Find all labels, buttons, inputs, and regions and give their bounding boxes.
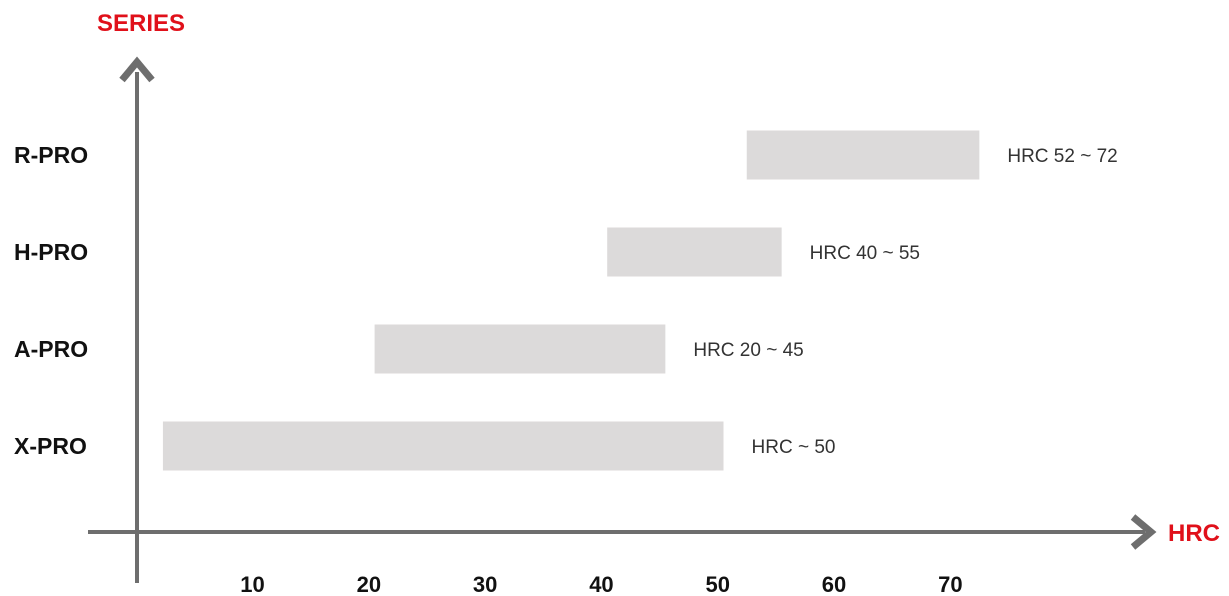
range-bar-x-pro: [162, 421, 724, 471]
category-label-x-pro: X-PRO: [14, 433, 87, 459]
range-label-a-pro: HRC 20 ~ 45: [693, 340, 803, 361]
range-bar-h-pro: [607, 227, 782, 277]
x-tick-label-20: 20: [357, 572, 381, 596]
labels-layer: R-PRO HRC 52 ~ 72 H-PRO HRC 40 ~ 55 A-PRO HRC…: [14, 142, 1118, 459]
x-tick-label-50: 50: [706, 572, 730, 596]
y-axis-title: SERIES: [97, 10, 185, 37]
range-label-x-pro: HRC ~ 50: [752, 437, 836, 458]
category-label-r-pro: R-PRO: [14, 142, 88, 168]
range-label-r-pro: HRC 52 ~ 72: [1007, 146, 1117, 167]
ticks-layer: 10 20 30 40 50 60 70: [240, 572, 962, 596]
x-axis-title: HRC: [1168, 520, 1220, 547]
x-axis-arrow-icon: [1130, 514, 1157, 550]
x-tick-label-60: 60: [822, 572, 846, 596]
bars-layer: [162, 130, 980, 471]
y-axis-arrow-icon: [119, 56, 155, 83]
x-tick-label-30: 30: [473, 572, 497, 596]
x-tick-label-40: 40: [589, 572, 613, 596]
x-tick-label-10: 10: [240, 572, 264, 596]
x-tick-label-70: 70: [938, 572, 962, 596]
category-label-h-pro: H-PRO: [14, 239, 88, 265]
range-label-h-pro: HRC 40 ~ 55: [810, 243, 920, 264]
category-label-a-pro: A-PRO: [14, 336, 88, 362]
range-bar-a-pro: [374, 324, 666, 374]
range-bar-r-pro: [746, 130, 980, 180]
